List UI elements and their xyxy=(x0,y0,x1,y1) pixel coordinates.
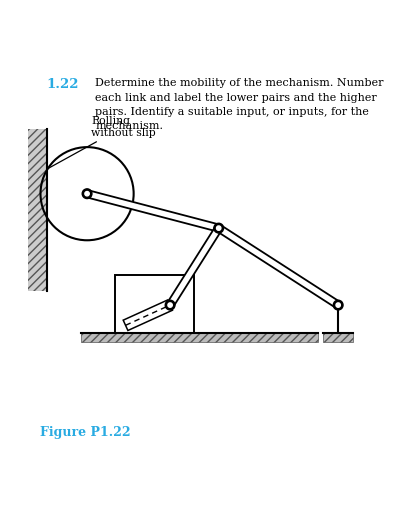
Text: 1.22: 1.22 xyxy=(47,78,79,92)
Circle shape xyxy=(82,189,92,199)
Circle shape xyxy=(336,303,340,307)
Text: Determine the mobility of the mechanism. Number
each link and label the lower pa: Determine the mobility of the mechanism.… xyxy=(95,78,384,131)
Bar xyxy=(81,333,318,342)
Bar xyxy=(115,275,194,333)
Circle shape xyxy=(85,191,89,196)
Circle shape xyxy=(165,300,175,310)
Circle shape xyxy=(333,300,343,310)
Bar xyxy=(323,333,353,342)
Circle shape xyxy=(217,226,221,230)
Polygon shape xyxy=(167,226,222,307)
Text: Figure P1.22: Figure P1.22 xyxy=(40,425,131,439)
Circle shape xyxy=(168,303,172,307)
Polygon shape xyxy=(86,190,220,232)
Polygon shape xyxy=(217,225,340,308)
Polygon shape xyxy=(123,300,173,330)
Circle shape xyxy=(214,223,224,233)
Text: Rolling
without slip: Rolling without slip xyxy=(47,116,156,169)
Bar xyxy=(28,129,47,291)
